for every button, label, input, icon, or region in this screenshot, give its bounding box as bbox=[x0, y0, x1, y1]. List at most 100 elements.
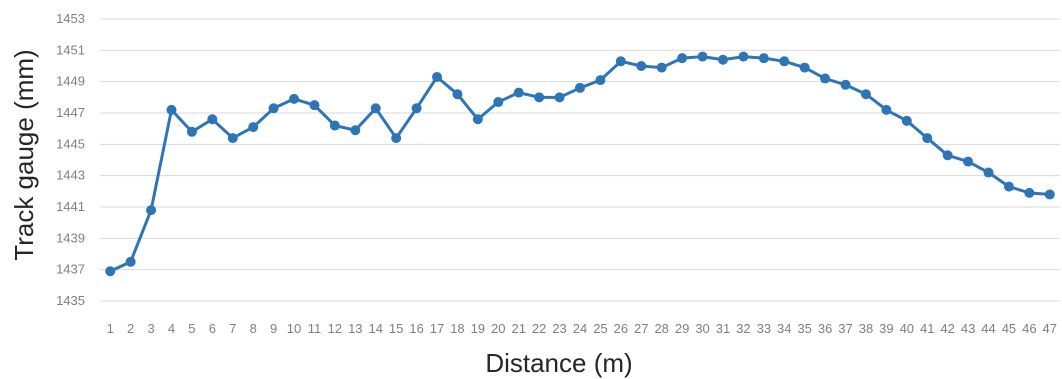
data-point bbox=[1024, 187, 1035, 198]
x-tick-label: 18 bbox=[450, 321, 464, 336]
x-tick-label: 17 bbox=[430, 321, 444, 336]
data-point bbox=[513, 87, 524, 98]
x-tick-label: 22 bbox=[532, 321, 546, 336]
x-tick-label: 27 bbox=[634, 321, 648, 336]
data-point bbox=[717, 54, 728, 65]
x-tick-label: 29 bbox=[675, 321, 689, 336]
x-tick-label: 7 bbox=[229, 321, 236, 336]
y-tick-label: 1435 bbox=[56, 293, 85, 308]
data-point bbox=[595, 75, 606, 86]
data-point bbox=[881, 104, 892, 115]
x-tick-label: 4 bbox=[168, 321, 175, 336]
data-point bbox=[636, 61, 647, 71]
x-tick-label: 44 bbox=[981, 321, 995, 336]
data-point bbox=[860, 89, 871, 100]
data-point bbox=[575, 82, 585, 93]
data-point bbox=[472, 114, 483, 125]
data-point bbox=[677, 53, 688, 64]
y-tick-label: 1453 bbox=[56, 11, 85, 26]
gridlines bbox=[100, 18, 1060, 302]
x-tick-label: 2 bbox=[127, 321, 134, 336]
data-point bbox=[779, 56, 790, 67]
data-point bbox=[329, 120, 340, 131]
x-tick-label: 23 bbox=[552, 321, 566, 336]
y-tick-label: 1445 bbox=[56, 136, 85, 151]
x-tick-label: 34 bbox=[777, 321, 791, 336]
x-tick-label: 32 bbox=[736, 321, 750, 336]
data-point bbox=[983, 167, 994, 178]
data-point bbox=[615, 56, 626, 67]
y-tick-label: 1447 bbox=[56, 105, 85, 120]
x-tick-label: 5 bbox=[188, 321, 195, 336]
data-point bbox=[534, 92, 545, 103]
data-point bbox=[697, 51, 708, 62]
y-tick-label: 1439 bbox=[56, 230, 85, 245]
x-tick-label: 21 bbox=[511, 321, 525, 336]
x-tick-label: 9 bbox=[270, 321, 277, 336]
x-tick-label: 1 bbox=[107, 321, 114, 336]
data-point bbox=[370, 103, 381, 114]
data-points bbox=[105, 51, 1055, 277]
x-tick-label: 16 bbox=[409, 321, 423, 336]
data-point bbox=[125, 256, 136, 267]
data-point bbox=[227, 133, 238, 144]
x-tick-label: 38 bbox=[859, 321, 873, 336]
data-point bbox=[1044, 189, 1055, 200]
x-tick-label: 8 bbox=[250, 321, 257, 336]
x-tick-label: 26 bbox=[614, 321, 628, 336]
data-point bbox=[452, 89, 463, 100]
data-point bbox=[166, 104, 177, 115]
x-tick-label: 41 bbox=[920, 321, 934, 336]
data-point bbox=[840, 79, 851, 90]
x-tick-label: 33 bbox=[757, 321, 771, 336]
x-tick-label: 36 bbox=[818, 321, 832, 336]
data-point bbox=[186, 126, 197, 137]
y-tick-label: 1443 bbox=[56, 168, 85, 183]
x-tick-label: 12 bbox=[328, 321, 342, 336]
x-tick-label: 28 bbox=[654, 321, 668, 336]
data-point bbox=[1003, 181, 1014, 192]
data-point bbox=[146, 205, 157, 216]
x-tick-label: 31 bbox=[716, 321, 730, 336]
data-point bbox=[350, 125, 361, 136]
x-tick-label: 35 bbox=[797, 321, 811, 336]
data-point bbox=[942, 150, 953, 161]
x-tick-label: 20 bbox=[491, 321, 505, 336]
y-tick-labels: 1435 1437 1439 1441 1443 1445 1447 1449 1451 1453 bbox=[56, 11, 85, 308]
x-tick-label: 11 bbox=[308, 321, 322, 336]
y-tick-label: 1437 bbox=[56, 262, 85, 277]
x-tick-label: 30 bbox=[695, 321, 709, 336]
data-point bbox=[922, 133, 933, 144]
data-point bbox=[901, 115, 912, 126]
x-tick-label: 39 bbox=[879, 321, 893, 336]
x-tick-label: 14 bbox=[369, 321, 383, 336]
x-tick-label: 46 bbox=[1022, 321, 1036, 336]
x-tick-label: 40 bbox=[900, 321, 914, 336]
x-tick-label: 10 bbox=[287, 321, 301, 336]
data-point bbox=[820, 73, 831, 84]
data-point bbox=[493, 97, 504, 108]
x-tick-label: 15 bbox=[389, 321, 403, 336]
data-point bbox=[963, 156, 974, 167]
x-axis-title: Distance (m) bbox=[485, 348, 632, 378]
x-tick-label: 3 bbox=[147, 321, 154, 336]
y-axis-title: Track gauge (mm) bbox=[9, 49, 39, 260]
x-tick-label: 43 bbox=[961, 321, 975, 336]
data-point bbox=[411, 103, 422, 114]
x-tick-label: 25 bbox=[593, 321, 607, 336]
data-point bbox=[799, 62, 810, 73]
data-point bbox=[268, 103, 279, 114]
y-tick-label: 1449 bbox=[56, 74, 85, 89]
data-point bbox=[289, 93, 300, 104]
x-tick-label: 13 bbox=[348, 321, 362, 336]
y-tick-label: 1441 bbox=[56, 199, 85, 214]
data-point bbox=[309, 100, 320, 111]
data-point bbox=[207, 114, 218, 125]
x-tick-label: 45 bbox=[1002, 321, 1016, 336]
data-point bbox=[758, 53, 769, 64]
data-point bbox=[554, 92, 565, 103]
data-point bbox=[391, 133, 402, 144]
x-tick-label: 37 bbox=[838, 321, 852, 336]
data-point bbox=[432, 71, 443, 82]
